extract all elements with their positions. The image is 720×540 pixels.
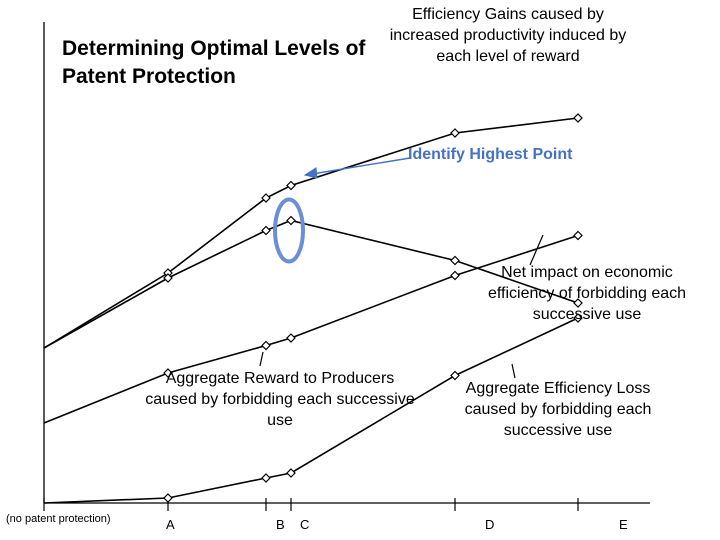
series-line-efficiency-gains bbox=[43, 117, 579, 349]
data-point-efficiency-loss-1 bbox=[163, 493, 173, 503]
legend-efficiency-loss: Aggregate Efficiency Loss caused by forb… bbox=[464, 380, 652, 439]
highlight-ellipse bbox=[273, 197, 305, 264]
data-point-efficiency-loss-2 bbox=[261, 473, 271, 483]
data-point-efficiency-loss-3 bbox=[286, 468, 296, 478]
chart-title: Determining Optimal Levels of Patent Pro… bbox=[62, 37, 366, 88]
data-point-efficiency-gains-5 bbox=[573, 113, 583, 123]
data-point-net-impact-5 bbox=[573, 298, 583, 308]
highlight-arrowhead bbox=[303, 167, 318, 179]
legend-efficiency-gains: Efficiency Gains caused by increased pro… bbox=[389, 6, 627, 65]
data-point-aggregate-reward-4 bbox=[450, 270, 460, 281]
data-point-efficiency-gains-2 bbox=[261, 193, 271, 203]
data-point-aggregate-reward-2 bbox=[261, 340, 271, 351]
data-point-aggregate-reward-1 bbox=[163, 368, 173, 378]
x-tick-label-d: D bbox=[485, 517, 495, 532]
x-tick-label-e: E bbox=[619, 517, 628, 532]
annotation-highest-point: Identify Highest Point bbox=[408, 146, 573, 163]
x-tick-label-c: C bbox=[300, 517, 310, 532]
legend-aggregate-reward: Aggregate Reward to Producers caused by … bbox=[145, 370, 415, 429]
leader-efficiency-loss bbox=[511, 363, 516, 379]
leader-aggregate-reward bbox=[259, 351, 264, 367]
data-point-aggregate-reward-3 bbox=[286, 333, 296, 343]
series-line-aggregate-reward bbox=[43, 234, 579, 424]
series-line-efficiency-loss bbox=[43, 317, 579, 504]
x-tick-label-a: A bbox=[166, 517, 175, 532]
data-point-aggregate-reward-5 bbox=[573, 230, 583, 241]
highlight-arrow-line bbox=[311, 157, 411, 175]
data-point-net-impact-4 bbox=[450, 255, 460, 266]
data-point-net-impact-2 bbox=[261, 225, 271, 236]
legend-net-impact: Net impact on economic efficiency of for… bbox=[487, 264, 687, 323]
data-point-efficiency-loss-5 bbox=[573, 313, 583, 323]
data-point-efficiency-gains-4 bbox=[450, 128, 460, 138]
data-point-efficiency-gains-3 bbox=[286, 180, 296, 191]
x-tick-label-origin: (no patent protection) bbox=[6, 513, 111, 525]
data-point-net-impact-1 bbox=[163, 273, 173, 283]
data-point-efficiency-loss-4 bbox=[450, 370, 460, 381]
data-point-net-impact-3 bbox=[286, 215, 296, 226]
x-tick-label-b: B bbox=[276, 517, 285, 532]
series-line-net-impact bbox=[43, 219, 579, 349]
leader-net-impact bbox=[529, 234, 544, 266]
